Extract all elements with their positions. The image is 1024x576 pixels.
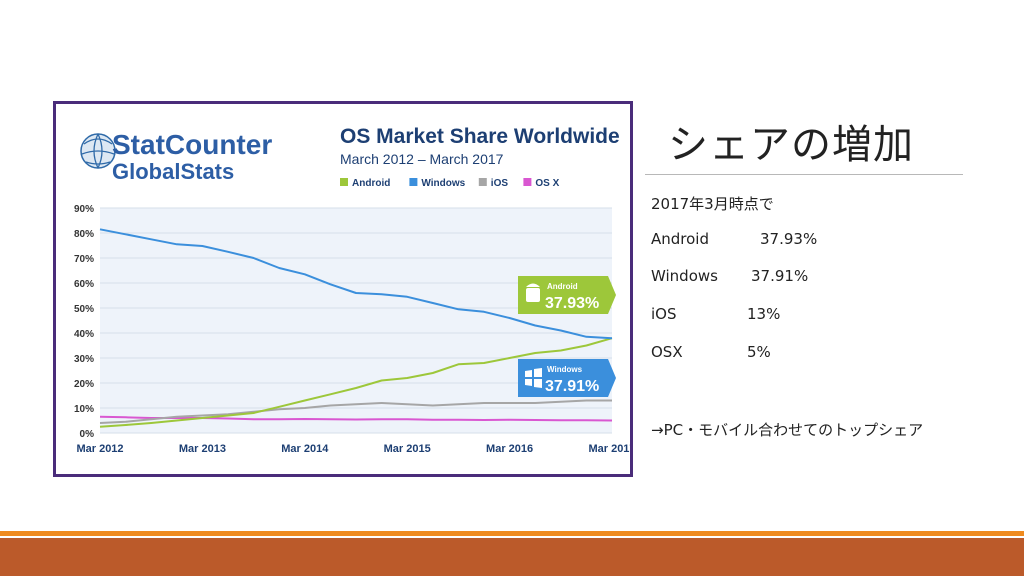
legend-swatch: [409, 178, 418, 186]
logo-bottom-text: GlobalStats: [112, 159, 234, 184]
note-ios-label: iOS: [651, 305, 677, 323]
y-tick-label: 70%: [74, 254, 94, 265]
series-line-windows: [99, 228, 613, 340]
legend-swatch: [478, 178, 487, 186]
series-line-ios: [99, 399, 612, 424]
note-osx-value: 5%: [747, 343, 771, 361]
footer-accent-line: [0, 531, 1024, 536]
x-tick-label: Mar 2016: [486, 443, 533, 455]
y-tick-label: 50%: [74, 304, 94, 315]
note-windows-value: 37.91%: [751, 267, 809, 285]
legend-swatch: [523, 178, 532, 186]
footer-bar: [0, 538, 1024, 576]
legend-label: OS X: [535, 178, 559, 189]
chart-title: OS Market Share Worldwide: [340, 125, 620, 148]
note-conclusion: →PC・モバイル合わせてのトップシェア: [651, 421, 924, 439]
legend-swatch: [340, 178, 348, 186]
callout-name: Windows: [547, 365, 583, 374]
x-tick-label: Mar 2014: [281, 443, 329, 455]
y-tick-label: 80%: [74, 229, 94, 240]
series-line-android: [99, 337, 613, 428]
y-tick-label: 10%: [74, 404, 94, 415]
android-icon: [526, 288, 540, 302]
title-divider: [645, 174, 963, 175]
callout-box: [518, 359, 608, 397]
note-osx-label: OSX: [651, 343, 683, 361]
logo-top-text: StatCounter: [112, 129, 272, 160]
slide-title: シェアの増加: [668, 122, 914, 168]
value-callouts: Android 37.93% Windows 37.91%: [518, 276, 616, 397]
x-tick-label: Mar 2012: [76, 443, 123, 455]
x-axis-ticks: Mar 2012 Mar 2013 Mar 2014 Mar 2015 Mar 2016…: [76, 443, 630, 455]
plot-area: [100, 208, 612, 433]
chart-legend: Android Windows iOS OS X: [340, 178, 560, 189]
x-tick-label: Mar 2013: [179, 443, 226, 455]
y-tick-label: 90%: [74, 204, 94, 215]
y-tick-label: 20%: [74, 379, 94, 390]
y-tick-label: 40%: [74, 329, 94, 340]
callout-android: Android 37.93%: [518, 276, 616, 314]
os-market-share-chart: StatCounter GlobalStats OS Market Share …: [74, 125, 630, 455]
callout-value: 37.91%: [545, 378, 599, 395]
y-tick-label: 30%: [74, 354, 94, 365]
note-heading: 2017年3月時点で: [651, 195, 774, 213]
chart-subtitle: March 2012 – March 2017: [340, 151, 504, 167]
y-tick-label: 60%: [74, 279, 94, 290]
windows-icon: [525, 368, 542, 388]
y-axis-ticks: 0% 10% 20% 30% 40% 50% 60% 70% 80% 90%: [74, 204, 94, 440]
statcounter-logo: StatCounter GlobalStats: [80, 129, 272, 184]
chart-frame: StatCounter GlobalStats OS Market Share …: [53, 101, 633, 477]
note-android-value: 37.93%: [760, 230, 818, 248]
callout-value: 37.93%: [545, 295, 599, 312]
series-line-osx: [99, 415, 613, 422]
y-tick-label: 0%: [80, 429, 95, 440]
note-android-label: Android: [651, 230, 709, 248]
legend-label: Android: [352, 178, 390, 189]
series-lines: [99, 228, 613, 428]
callout-name: Android: [547, 282, 578, 291]
callout-windows: Windows 37.91%: [518, 359, 616, 397]
x-tick-label: Mar 2017: [588, 443, 630, 455]
legend-label: Windows: [421, 178, 465, 189]
legend-label: iOS: [491, 178, 509, 189]
x-tick-label: Mar 2015: [384, 443, 431, 455]
note-ios-value: 13%: [747, 305, 781, 323]
note-windows-label: Windows: [651, 267, 718, 285]
